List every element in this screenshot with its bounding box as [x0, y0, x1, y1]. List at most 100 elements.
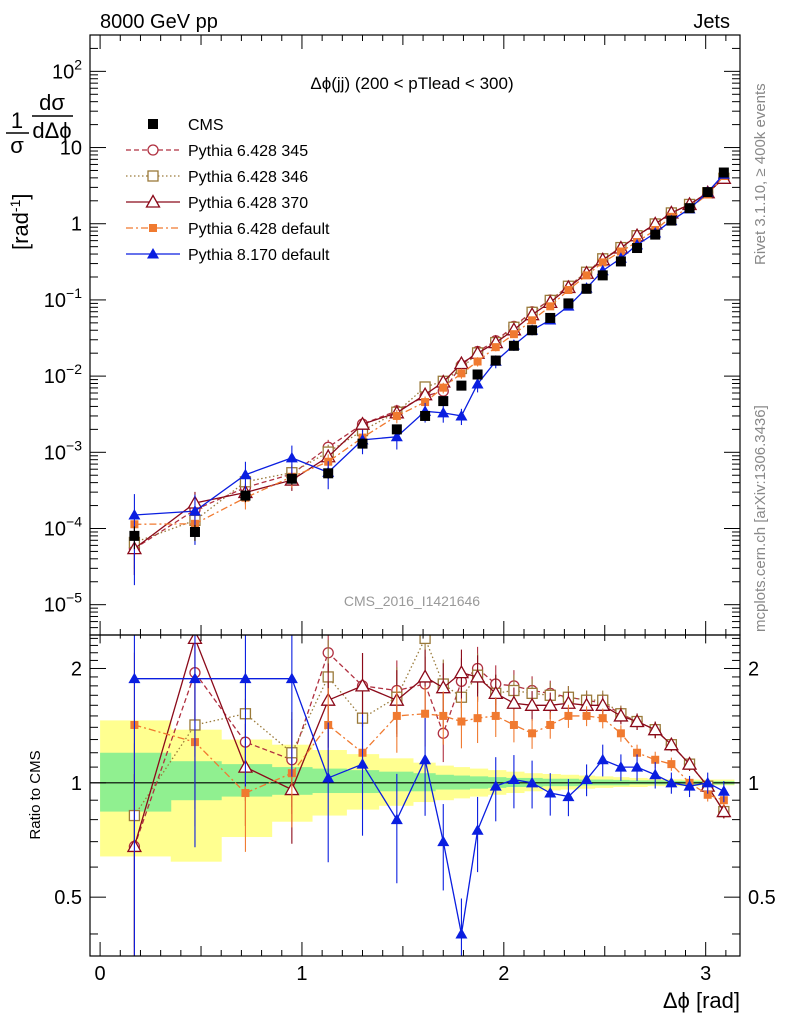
cms-data-point: [357, 438, 368, 449]
band-inner-bin: [170, 761, 222, 801]
ratio-marker-p8: [562, 790, 575, 802]
ratio-marker-p370: [681, 756, 698, 770]
main-marker-p6def: [421, 398, 430, 407]
ratio-marker-p8: [455, 927, 468, 939]
ratio-panel-frame: [89, 634, 741, 957]
mcplots-credit-text: mcplots.cern.ch [arXiv:1306.3436]: [752, 405, 769, 632]
legend-marker-p6def: [149, 224, 157, 232]
legend: CMS Pythia 6.428 345 Pythia 6.428 346 Pythi…: [126, 117, 330, 264]
main-y-tick-label: 10−1: [44, 285, 82, 312]
ratio-marker-p370: [417, 669, 433, 683]
ratio-marker-p8: [596, 753, 609, 765]
main-marker-p370: [354, 416, 371, 430]
main-y-tick-label-base: 10: [44, 595, 66, 617]
legend-label-p345: Pythia 6.428 345: [188, 143, 308, 160]
cms-data-point: [420, 410, 431, 421]
ratio-marker-p6def: [633, 748, 642, 757]
main-marker-p6def: [564, 285, 573, 294]
main-y-tick-label-exponent: −3: [66, 437, 82, 453]
ratio-marker-p6def: [439, 711, 448, 720]
ratio-marker-p8: [631, 761, 644, 772]
analysis-watermark: CMS_2016_I1421646: [344, 593, 480, 609]
cms-data-point: [527, 325, 538, 336]
main-marker-p8: [390, 430, 403, 442]
cms-data-point: [615, 256, 626, 267]
ratio-marker-p370: [524, 697, 540, 711]
main-marker-p6def: [616, 247, 625, 256]
cms-data-point: [545, 312, 556, 323]
ratio-marker-p370: [354, 678, 371, 692]
main-y-tick-label-base: 10: [44, 518, 66, 540]
x-tick-label: 3: [700, 963, 711, 985]
cms-data-point: [438, 396, 449, 407]
legend-marker-cms: [148, 119, 158, 129]
ratio-marker-p8: [701, 776, 714, 788]
ratio-y-tick-label-left: 2: [71, 658, 82, 680]
cms-data-point: [240, 490, 251, 501]
main-marker-p6def: [598, 258, 607, 267]
main-y-tick-label-exponent: −2: [66, 361, 82, 377]
axis-ticks: [90, 34, 740, 956]
main-marker-p6def: [457, 369, 466, 378]
legend-label-p346: Pythia 6.428 346: [188, 169, 308, 186]
ratio-y-tick-label-right: 0.5: [748, 887, 776, 909]
main-y-axis-label: 1 σ dσ dΔϕ [rad-1]: [6, 90, 73, 250]
cms-data-point: [718, 167, 729, 178]
cms-data-point: [702, 187, 713, 198]
band-inner-bin: [100, 752, 172, 812]
main-marker-p370: [453, 355, 470, 370]
ratio-marker-p6def: [651, 755, 660, 764]
ratio-marker-p370: [506, 695, 522, 709]
ratio-marker-p8: [665, 776, 678, 788]
main-y-tick-label-exponent: 2: [74, 56, 82, 72]
main-y-tick-label: 1: [71, 214, 82, 236]
ratio-marker-p8: [614, 761, 627, 772]
cms-data-point: [684, 203, 695, 214]
legend-label-p6def: Pythia 6.428 default: [188, 221, 330, 238]
ratio-y-axis-label: Ratio to CMS: [27, 750, 44, 839]
main-marker-p8: [437, 406, 450, 418]
cms-data-point: [490, 355, 501, 366]
ratio-marker-p370: [469, 669, 486, 683]
ratio-marker-p8: [419, 753, 432, 765]
cms-data-point: [632, 243, 643, 254]
legend-entry-p345: Pythia 6.428 345: [126, 143, 308, 160]
main-marker-p8: [471, 378, 484, 389]
ratio-marker-p8: [239, 672, 252, 684]
main-marker-p6def: [439, 383, 448, 392]
ratio-marker-p8: [683, 780, 696, 791]
main-panel-cms-data: [129, 167, 729, 550]
main-y-tick-label-exponent: −1: [66, 285, 82, 301]
ratio-marker-p8: [285, 672, 298, 684]
main-y-tick-label-base: 10: [44, 366, 66, 388]
cms-data-point: [597, 270, 608, 281]
legend-entry-cms: CMS: [148, 117, 224, 134]
band-inner-bin: [435, 774, 454, 790]
cms-data-point: [581, 283, 592, 294]
legend-marker-p370: [145, 194, 161, 208]
ratio-marker-p370: [716, 803, 732, 818]
cms-data-point: [129, 530, 140, 541]
ratio-marker-p370: [629, 713, 645, 728]
y-label-unit-close: ]: [8, 194, 33, 200]
ratio-marker-p8: [356, 758, 369, 769]
ratio-marker-p8: [649, 768, 662, 780]
main-marker-p6def: [392, 411, 401, 420]
cms-data-point: [391, 424, 402, 435]
legend-marker-p8: [147, 248, 159, 259]
main-y-tick-label: 10−4: [44, 513, 82, 540]
main-marker-p8: [128, 508, 141, 520]
legend-entry-p8: Pythia 8.170 default: [126, 247, 330, 264]
main-y-tick-label: 10−3: [44, 437, 82, 464]
y-label-sigma: σ: [10, 133, 24, 158]
main-marker-p6def: [582, 271, 591, 280]
legend-label-p370: Pythia 6.428 370: [188, 195, 308, 212]
ratio-marker-p6def: [564, 711, 573, 720]
cms-data-point: [472, 369, 483, 380]
ratio-marker-p8: [188, 672, 201, 684]
y-label-dsigma: dσ: [39, 90, 65, 115]
main-y-tick-label-base: 10: [44, 442, 66, 464]
